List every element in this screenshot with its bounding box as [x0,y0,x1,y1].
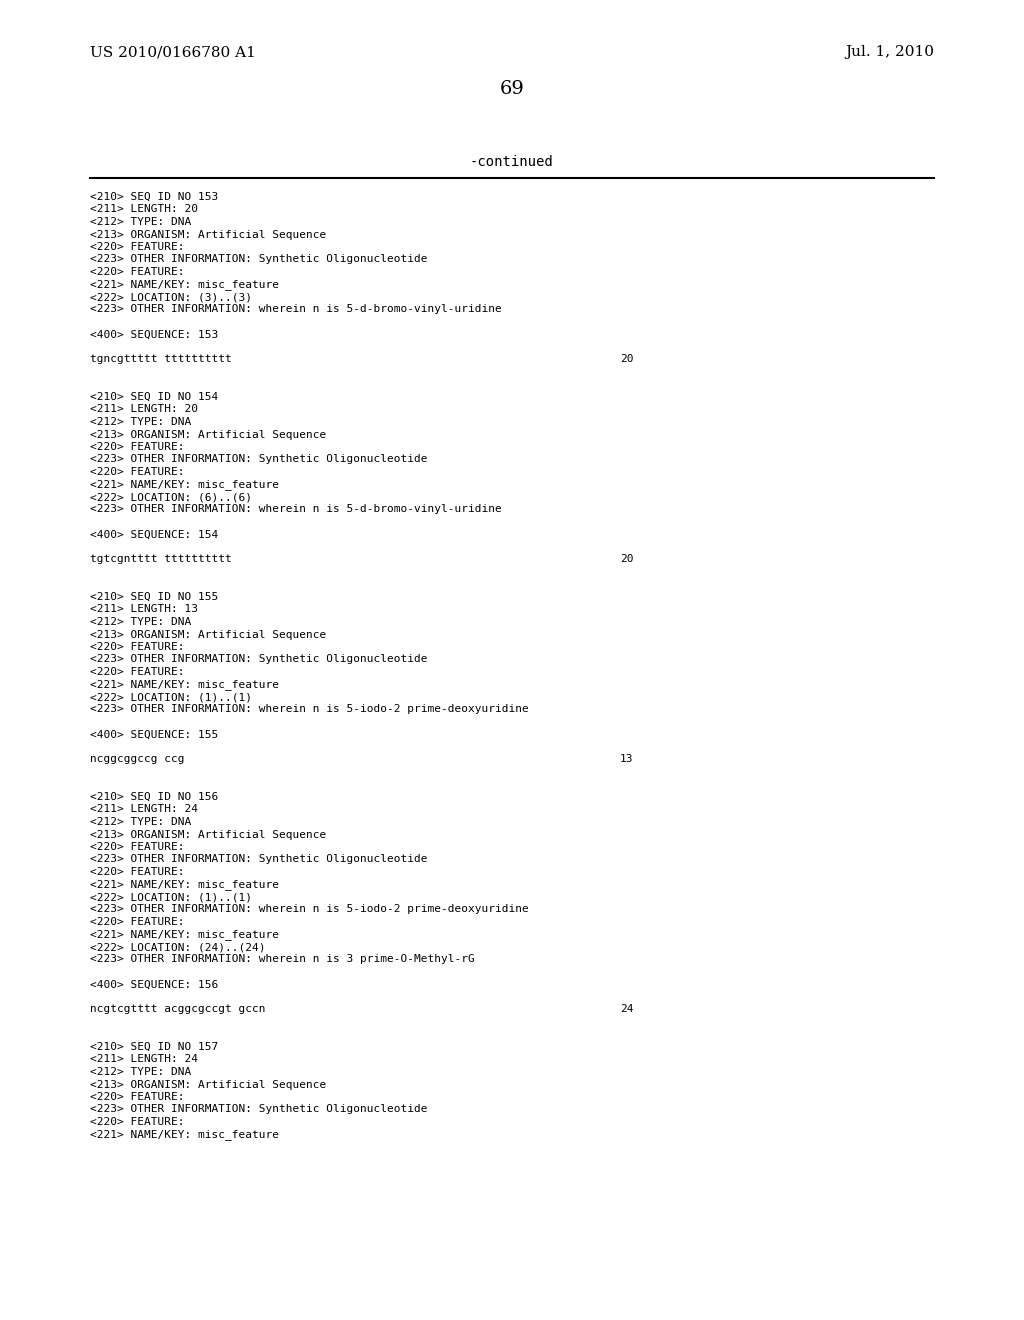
Text: <220> FEATURE:: <220> FEATURE: [90,467,184,477]
Text: <222> LOCATION: (24)..(24): <222> LOCATION: (24)..(24) [90,942,265,952]
Text: <221> NAME/KEY: misc_feature: <221> NAME/KEY: misc_feature [90,1130,279,1140]
Text: <220> FEATURE:: <220> FEATURE: [90,242,184,252]
Text: <220> FEATURE:: <220> FEATURE: [90,842,184,851]
Text: <223> OTHER INFORMATION: Synthetic Oligonucleotide: <223> OTHER INFORMATION: Synthetic Oligo… [90,655,427,664]
Text: <211> LENGTH: 24: <211> LENGTH: 24 [90,804,198,814]
Text: <222> LOCATION: (1)..(1): <222> LOCATION: (1)..(1) [90,692,252,702]
Text: <212> TYPE: DNA: <212> TYPE: DNA [90,216,191,227]
Text: <222> LOCATION: (3)..(3): <222> LOCATION: (3)..(3) [90,292,252,302]
Text: <223> OTHER INFORMATION: Synthetic Oligonucleotide: <223> OTHER INFORMATION: Synthetic Oligo… [90,454,427,465]
Text: <211> LENGTH: 24: <211> LENGTH: 24 [90,1055,198,1064]
Text: <400> SEQUENCE: 156: <400> SEQUENCE: 156 [90,979,218,990]
Text: <222> LOCATION: (1)..(1): <222> LOCATION: (1)..(1) [90,892,252,902]
Text: <223> OTHER INFORMATION: wherein n is 5-d-bromo-vinyl-uridine: <223> OTHER INFORMATION: wherein n is 5-… [90,504,502,515]
Text: <210> SEQ ID NO 157: <210> SEQ ID NO 157 [90,1041,218,1052]
Text: 20: 20 [620,554,634,565]
Text: <222> LOCATION: (6)..(6): <222> LOCATION: (6)..(6) [90,492,252,502]
Text: <220> FEATURE:: <220> FEATURE: [90,1117,184,1127]
Text: ncggcggccg ccg: ncggcggccg ccg [90,755,184,764]
Text: <210> SEQ ID NO 155: <210> SEQ ID NO 155 [90,591,218,602]
Text: Jul. 1, 2010: Jul. 1, 2010 [845,45,934,59]
Text: 24: 24 [620,1005,634,1015]
Text: <210> SEQ ID NO 156: <210> SEQ ID NO 156 [90,792,218,803]
Text: <212> TYPE: DNA: <212> TYPE: DNA [90,1067,191,1077]
Text: <400> SEQUENCE: 153: <400> SEQUENCE: 153 [90,330,218,339]
Text: <211> LENGTH: 20: <211> LENGTH: 20 [90,205,198,214]
Text: <223> OTHER INFORMATION: wherein n is 5-d-bromo-vinyl-uridine: <223> OTHER INFORMATION: wherein n is 5-… [90,305,502,314]
Text: <221> NAME/KEY: misc_feature: <221> NAME/KEY: misc_feature [90,929,279,940]
Text: <211> LENGTH: 13: <211> LENGTH: 13 [90,605,198,615]
Text: tgtcgntttt tttttttttt: tgtcgntttt tttttttttt [90,554,231,565]
Text: <220> FEATURE:: <220> FEATURE: [90,1092,184,1102]
Text: <400> SEQUENCE: 154: <400> SEQUENCE: 154 [90,529,218,540]
Text: <220> FEATURE:: <220> FEATURE: [90,442,184,451]
Text: tgncgttttt tttttttttt: tgncgttttt tttttttttt [90,355,231,364]
Text: US 2010/0166780 A1: US 2010/0166780 A1 [90,45,256,59]
Text: <221> NAME/KEY: misc_feature: <221> NAME/KEY: misc_feature [90,479,279,491]
Text: <221> NAME/KEY: misc_feature: <221> NAME/KEY: misc_feature [90,879,279,891]
Text: <220> FEATURE:: <220> FEATURE: [90,267,184,277]
Text: <213> ORGANISM: Artificial Sequence: <213> ORGANISM: Artificial Sequence [90,630,327,639]
Text: <212> TYPE: DNA: <212> TYPE: DNA [90,417,191,426]
Text: 20: 20 [620,355,634,364]
Text: <223> OTHER INFORMATION: wherein n is 3 prime-O-Methyl-rG: <223> OTHER INFORMATION: wherein n is 3 … [90,954,475,965]
Text: ncgtcgtttt acggcgccgt gccn: ncgtcgtttt acggcgccgt gccn [90,1005,265,1015]
Text: <221> NAME/KEY: misc_feature: <221> NAME/KEY: misc_feature [90,680,279,690]
Text: <212> TYPE: DNA: <212> TYPE: DNA [90,616,191,627]
Text: <223> OTHER INFORMATION: Synthetic Oligonucleotide: <223> OTHER INFORMATION: Synthetic Oligo… [90,854,427,865]
Text: 69: 69 [500,81,524,98]
Text: <223> OTHER INFORMATION: wherein n is 5-iodo-2 prime-deoxyuridine: <223> OTHER INFORMATION: wherein n is 5-… [90,705,528,714]
Text: <210> SEQ ID NO 153: <210> SEQ ID NO 153 [90,191,218,202]
Text: <213> ORGANISM: Artificial Sequence: <213> ORGANISM: Artificial Sequence [90,829,327,840]
Text: <220> FEATURE:: <220> FEATURE: [90,642,184,652]
Text: <213> ORGANISM: Artificial Sequence: <213> ORGANISM: Artificial Sequence [90,429,327,440]
Text: <223> OTHER INFORMATION: wherein n is 5-iodo-2 prime-deoxyuridine: <223> OTHER INFORMATION: wherein n is 5-… [90,904,528,915]
Text: <220> FEATURE:: <220> FEATURE: [90,917,184,927]
Text: <220> FEATURE:: <220> FEATURE: [90,667,184,677]
Text: -continued: -continued [470,154,554,169]
Text: <400> SEQUENCE: 155: <400> SEQUENCE: 155 [90,730,218,739]
Text: <223> OTHER INFORMATION: Synthetic Oligonucleotide: <223> OTHER INFORMATION: Synthetic Oligo… [90,255,427,264]
Text: <220> FEATURE:: <220> FEATURE: [90,867,184,876]
Text: 13: 13 [620,755,634,764]
Text: <221> NAME/KEY: misc_feature: <221> NAME/KEY: misc_feature [90,280,279,290]
Text: <213> ORGANISM: Artificial Sequence: <213> ORGANISM: Artificial Sequence [90,230,327,239]
Text: <213> ORGANISM: Artificial Sequence: <213> ORGANISM: Artificial Sequence [90,1080,327,1089]
Text: <223> OTHER INFORMATION: Synthetic Oligonucleotide: <223> OTHER INFORMATION: Synthetic Oligo… [90,1105,427,1114]
Text: <212> TYPE: DNA: <212> TYPE: DNA [90,817,191,828]
Text: <210> SEQ ID NO 154: <210> SEQ ID NO 154 [90,392,218,403]
Text: <211> LENGTH: 20: <211> LENGTH: 20 [90,404,198,414]
